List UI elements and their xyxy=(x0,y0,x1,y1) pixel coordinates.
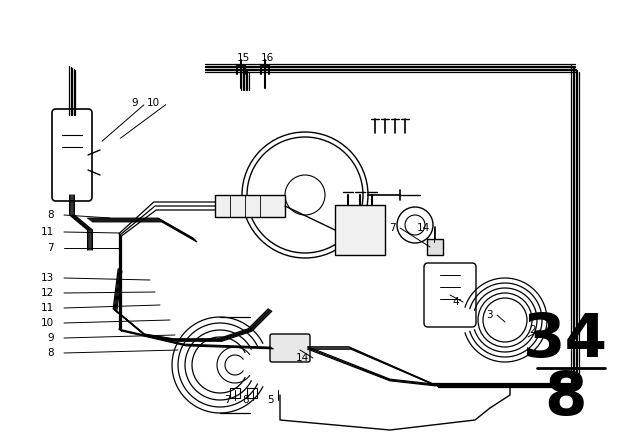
Text: 2: 2 xyxy=(529,325,536,335)
Text: 15: 15 xyxy=(237,53,250,63)
Text: 8: 8 xyxy=(544,369,586,427)
Bar xyxy=(247,388,257,398)
Text: 16: 16 xyxy=(261,53,275,63)
Text: 11: 11 xyxy=(41,227,54,237)
Text: 34: 34 xyxy=(522,310,607,370)
Text: 7: 7 xyxy=(47,243,54,253)
Bar xyxy=(427,239,443,255)
Text: 10: 10 xyxy=(147,98,160,108)
FancyBboxPatch shape xyxy=(270,334,310,362)
Text: 13: 13 xyxy=(41,273,54,283)
Text: 4: 4 xyxy=(452,297,459,307)
Text: 8: 8 xyxy=(47,348,54,358)
Text: 5: 5 xyxy=(268,395,274,405)
Bar xyxy=(215,195,285,217)
Text: 7: 7 xyxy=(389,223,396,233)
Text: 8: 8 xyxy=(243,395,249,405)
Text: 14: 14 xyxy=(417,223,430,233)
Text: 3: 3 xyxy=(486,310,493,320)
Text: 14: 14 xyxy=(296,353,309,363)
Text: 11: 11 xyxy=(41,303,54,313)
Text: 9: 9 xyxy=(131,98,138,108)
Bar xyxy=(335,205,385,255)
Bar xyxy=(230,388,240,398)
Text: 12: 12 xyxy=(41,288,54,298)
Text: 7: 7 xyxy=(225,395,231,405)
Text: 10: 10 xyxy=(41,318,54,328)
Text: 8: 8 xyxy=(47,210,54,220)
Text: 9: 9 xyxy=(47,333,54,343)
